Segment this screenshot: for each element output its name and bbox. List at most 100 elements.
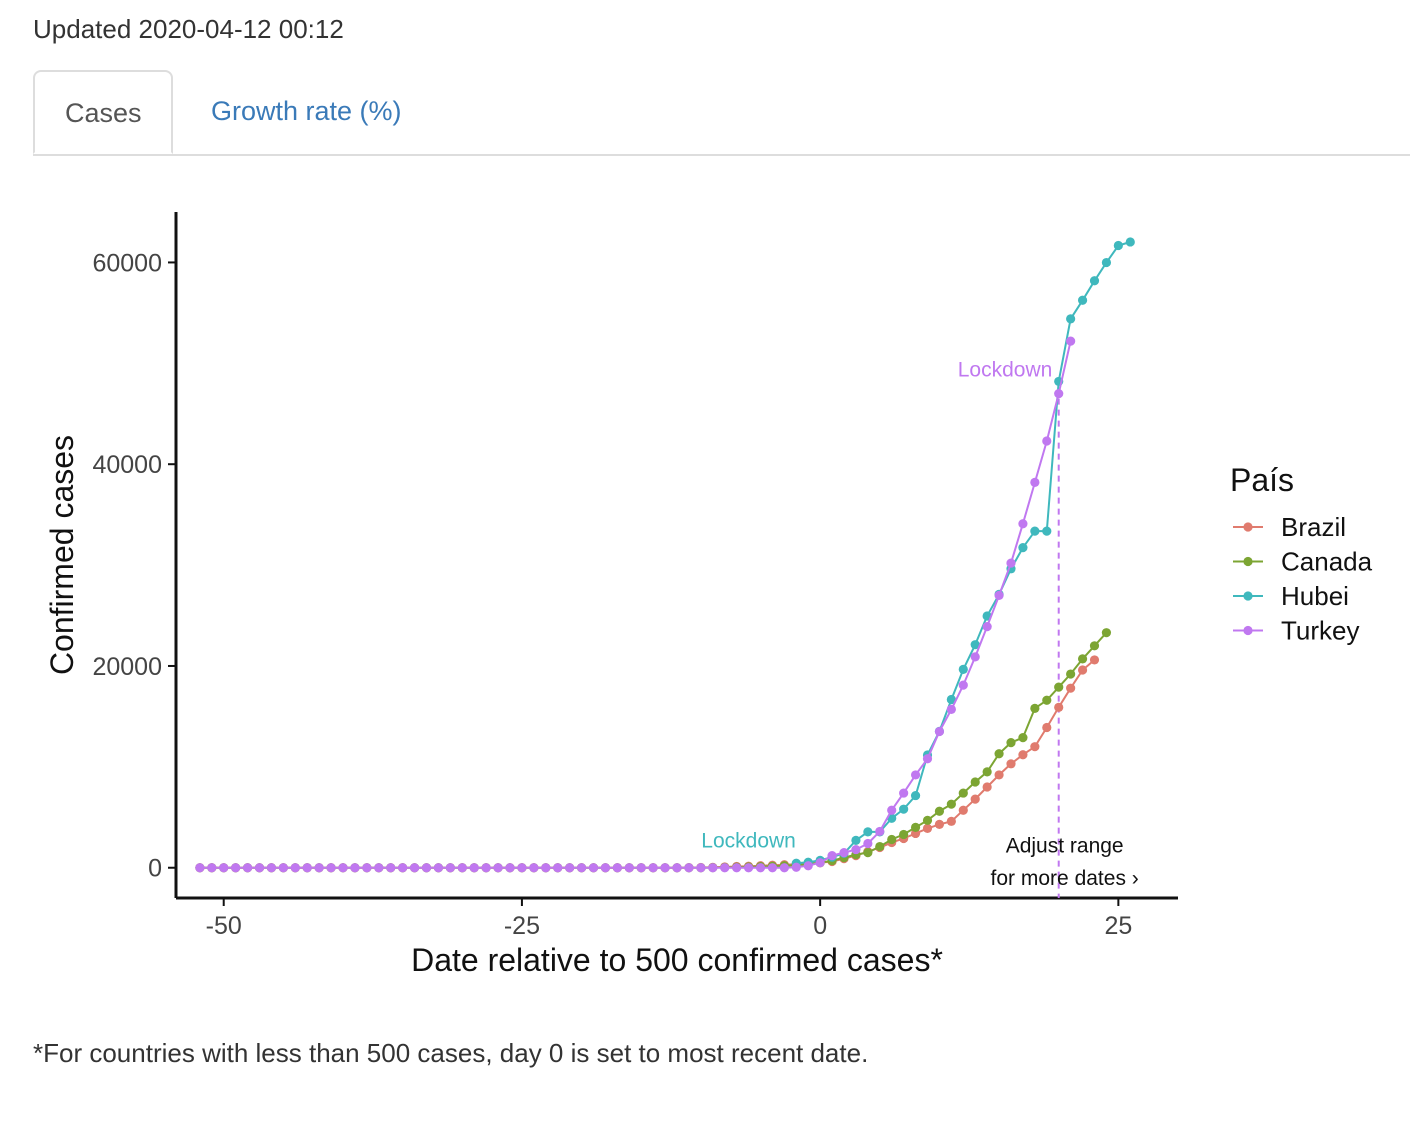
annotation-label: Adjust range: [1006, 835, 1124, 858]
data-point: [445, 863, 455, 873]
y-tick-label: 40000: [92, 451, 162, 479]
legend-item-hubei: Hubei: [1233, 581, 1349, 611]
data-point: [326, 863, 336, 873]
data-point: [350, 863, 360, 873]
data-point: [648, 863, 658, 873]
data-point: [970, 777, 980, 787]
data-point: [398, 863, 408, 873]
data-point: [469, 863, 479, 873]
legend-label: Brazil: [1281, 512, 1346, 542]
data-point: [851, 844, 861, 855]
data-point: [1018, 750, 1028, 760]
data-point: [994, 749, 1004, 759]
y-tick-label: 60000: [92, 249, 162, 277]
data-point: [1066, 669, 1076, 679]
data-point: [433, 863, 444, 873]
legend-item-brazil: Brazil: [1233, 512, 1346, 542]
data-point: [302, 863, 312, 873]
data-point: [242, 863, 253, 873]
annotation-label: for more dates ›: [991, 867, 1139, 890]
annotation-label: Lockdown: [958, 358, 1053, 381]
data-point: [219, 863, 229, 873]
data-point: [910, 790, 921, 801]
data-point: [600, 863, 611, 873]
data-point: [922, 754, 933, 764]
data-point: [660, 863, 670, 873]
data-point: [624, 863, 634, 873]
y-axis-label: Confirmed cases: [44, 435, 80, 675]
data-point: [1101, 628, 1112, 638]
data-point: [421, 863, 432, 873]
data-point: [982, 622, 992, 632]
data-point: [934, 806, 945, 816]
data-point: [803, 861, 813, 871]
data-point: [517, 863, 527, 873]
data-point: [910, 822, 921, 832]
legend-title: País: [1230, 462, 1294, 498]
data-point: [1077, 295, 1088, 305]
data-point: [195, 863, 205, 873]
series-line: [199, 340, 1072, 869]
data-point: [254, 863, 265, 873]
data-point: [1077, 665, 1088, 675]
data-point: [1018, 519, 1028, 529]
data-point: [743, 863, 754, 873]
data-point: [815, 858, 825, 868]
data-point: [946, 704, 956, 714]
series-canada: [195, 628, 1112, 873]
data-point: [338, 863, 348, 873]
data-point: [1042, 722, 1052, 733]
series-layer: [195, 237, 1135, 873]
data-point: [231, 863, 241, 873]
data-point: [946, 694, 956, 705]
footnote: *For countries with less than 500 cases,…: [33, 1038, 869, 1068]
tab-bar: Cases Growth rate (%): [33, 70, 1410, 156]
data-point: [970, 640, 980, 650]
data-point: [1054, 682, 1064, 692]
y-tick-label: 0: [148, 855, 162, 883]
data-point: [457, 863, 467, 873]
data-point: [1089, 276, 1100, 286]
data-point: [565, 863, 575, 873]
data-point: [970, 794, 980, 804]
legend-key-dot: [1243, 556, 1253, 567]
data-point: [863, 838, 873, 849]
data-point: [946, 816, 956, 826]
legend-item-turkey: Turkey: [1233, 616, 1360, 646]
data-point: [887, 805, 897, 815]
data-point: [958, 805, 968, 815]
data-point: [958, 680, 968, 690]
legend-label: Hubei: [1281, 581, 1349, 611]
data-point: [1066, 314, 1076, 324]
data-point: [1006, 759, 1016, 769]
tab-growth-rate[interactable]: Growth rate (%): [211, 96, 402, 126]
y-axis-ticks: 0 20000 40000 60000: [92, 249, 176, 883]
data-point: [696, 863, 706, 873]
data-point: [779, 863, 789, 873]
data-point: [1018, 732, 1028, 743]
x-tick-label: 0: [813, 912, 827, 940]
data-point: [529, 863, 539, 873]
data-point: [863, 827, 873, 837]
data-point: [958, 664, 968, 674]
data-point: [994, 590, 1004, 600]
data-point: [1066, 336, 1076, 346]
data-point: [1077, 654, 1088, 664]
data-point: [875, 826, 885, 837]
x-tick-label: 25: [1104, 912, 1132, 940]
tab-cases[interactable]: Cases: [33, 70, 173, 154]
data-point: [1042, 526, 1052, 536]
data-point: [708, 863, 718, 873]
data-point: [755, 863, 766, 873]
data-point: [982, 767, 992, 777]
x-axis-ticks: -50 -25 0 25: [206, 898, 1132, 940]
data-point: [1089, 641, 1100, 651]
data-point: [409, 863, 420, 873]
data-point: [732, 863, 742, 873]
x-tick-label: -50: [206, 912, 242, 940]
legend-label: Turkey: [1281, 616, 1360, 646]
series-turkey: [195, 336, 1076, 873]
data-point: [612, 863, 622, 873]
data-point: [767, 863, 778, 873]
